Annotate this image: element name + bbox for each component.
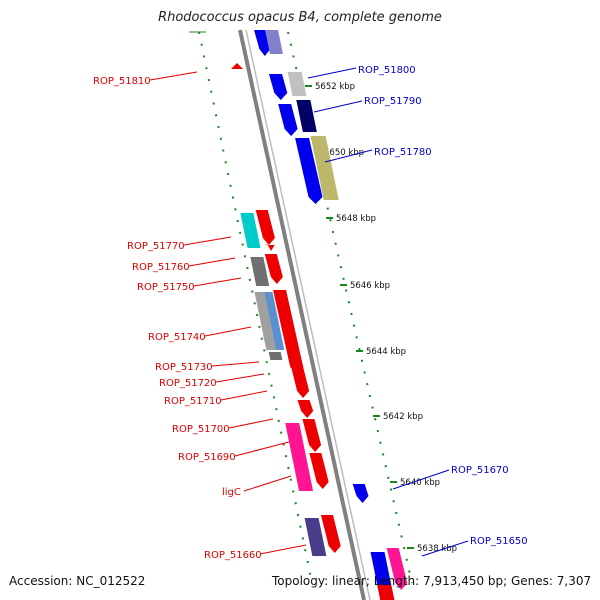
- gene-leader-line: [215, 373, 265, 383]
- gene-leader-line: [259, 544, 307, 555]
- gene-label-left[interactable]: ROP_51770: [127, 241, 185, 252]
- gene-block: [285, 423, 314, 491]
- gene-leader-line: [228, 418, 274, 429]
- gene-block: [265, 30, 283, 54]
- gene-label-left[interactable]: ligC: [222, 487, 241, 498]
- gene-leader-line: [211, 361, 260, 367]
- gene-label-left[interactable]: ROP_51760: [132, 262, 190, 273]
- backbone-line: [245, 29, 371, 600]
- backbone-line: [238, 29, 366, 600]
- gene-block: [288, 358, 310, 398]
- gene-block: [255, 210, 275, 245]
- ruler-tick-label: 5652 kbp: [315, 82, 355, 92]
- gene-block: [287, 72, 307, 96]
- gene-leader-line: [149, 71, 198, 81]
- gene-block: [273, 290, 304, 374]
- gene-block: [320, 515, 341, 553]
- gene-label-right[interactable]: ROP_51650: [470, 536, 528, 547]
- gene-block: [352, 484, 369, 503]
- gene-block: [240, 213, 261, 248]
- gene-leader-line: [421, 540, 469, 557]
- gene-label-right[interactable]: ROP_51670: [451, 465, 509, 476]
- ruler-tick-label: 5648 kbp: [336, 214, 376, 224]
- gene-label-left[interactable]: ROP_51700: [172, 424, 230, 435]
- gene-block: [265, 244, 276, 251]
- ruler-tick-label: 5646 kbp: [350, 281, 390, 291]
- gene-label-left[interactable]: ROP_51720: [159, 378, 217, 389]
- gene-label-left[interactable]: ROP_51690: [178, 452, 236, 463]
- gene-block: [250, 257, 270, 286]
- gene-block: [268, 352, 283, 360]
- gene-block: [386, 548, 408, 590]
- ruler-tick-label: 5650 kbp: [324, 148, 364, 158]
- gene-label-left[interactable]: ROP_51810: [93, 76, 151, 87]
- gene-block: [297, 400, 314, 418]
- gene-label-left[interactable]: ROP_51660: [204, 550, 262, 561]
- gene-leader-line: [188, 257, 236, 267]
- gene-arrow-small: [231, 63, 243, 69]
- gene-block: [269, 74, 288, 100]
- gene-label-right[interactable]: ROP_51790: [364, 96, 422, 107]
- gene-leader-line: [193, 277, 242, 287]
- gene-block: [377, 585, 395, 600]
- gene-label-left[interactable]: ROP_51750: [137, 282, 195, 293]
- gene-leader-line: [220, 390, 268, 401]
- gene-block: [295, 138, 323, 204]
- accession-text: Accession: NC_012522: [9, 574, 146, 588]
- gene-block: [310, 136, 339, 200]
- gene-block: [302, 419, 322, 452]
- gene-label-left[interactable]: ROP_51710: [164, 396, 222, 407]
- gene-block: [254, 292, 279, 350]
- ruler-tick-label: 5642 kbp: [383, 412, 423, 422]
- map-title: Rhodococcus opacus B4, complete genome: [158, 10, 442, 25]
- gene-label-right[interactable]: ROP_51780: [374, 147, 432, 158]
- gene-leader-line: [313, 100, 363, 113]
- gene-leader-line: [243, 475, 292, 492]
- ruler-left-dots: [198, 31, 313, 584]
- ruler-tick-label: 5644 kbp: [366, 347, 406, 357]
- gene-block: [296, 100, 317, 132]
- ruler-tick-label: 5638 kbp: [417, 544, 457, 554]
- gene-leader-line: [307, 67, 357, 79]
- gene-block: [304, 518, 327, 556]
- gene-leader-line: [324, 149, 373, 163]
- gene-block: [278, 104, 298, 136]
- gene-block: [264, 254, 283, 284]
- gene-leader-line: [183, 236, 232, 246]
- gene-leader-line: [234, 441, 290, 457]
- genome-summary-text: Topology: linear; Length: 7,913,450 bp; …: [272, 574, 592, 588]
- gene-leader-line: [204, 326, 252, 337]
- gene-block: [309, 453, 329, 489]
- gene-label-left[interactable]: ROP_51740: [148, 332, 206, 343]
- gene-block: [264, 292, 285, 350]
- gene-block: [287, 349, 298, 356]
- gene-leader-line: [392, 469, 450, 490]
- gene-block: [254, 30, 271, 56]
- gene-label-left[interactable]: ROP_51730: [155, 362, 213, 373]
- ruler-tick-label: 5640 kbp: [400, 478, 440, 488]
- gene-label-right[interactable]: ROP_51800: [358, 65, 416, 76]
